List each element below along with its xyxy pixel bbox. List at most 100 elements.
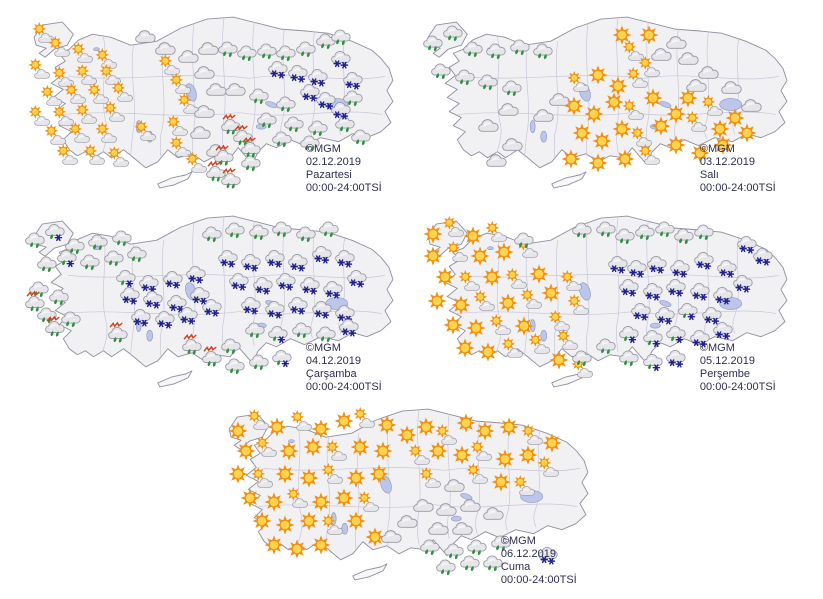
weather-icon-snow <box>345 264 368 287</box>
weather-icon-snow <box>751 242 774 265</box>
weather-icon-sun <box>665 134 688 157</box>
weather-icon-snow <box>161 266 184 289</box>
weather-icon-snow <box>665 274 688 297</box>
weather-icon-snow <box>263 244 286 267</box>
time-range-text: 00:00-24:00TSİ <box>500 574 577 587</box>
weather-icon-snow <box>645 250 668 273</box>
weather-icon-thunder <box>106 321 129 344</box>
weather-icon-snow <box>665 344 688 367</box>
weather-icon-rain <box>532 38 555 61</box>
weather-icon-sun <box>262 533 285 556</box>
weather-icon-sun <box>434 266 457 289</box>
weather-icon-sun-cloud <box>165 114 188 137</box>
weather-icon-rain <box>692 219 715 242</box>
weather-icon-snow <box>330 96 353 119</box>
weather-icon-cloud <box>665 28 688 51</box>
weather-icon-sun-cloud <box>47 36 70 59</box>
weather-icon-sun <box>422 244 445 267</box>
weather-icon-sun <box>297 510 320 533</box>
weather-icon-snow <box>310 241 333 264</box>
map-label: ©MGM 05.12.2019 Perşembe 00:00-24:00TSİ <box>700 342 776 394</box>
weather-icon-sun-cloud <box>513 475 536 498</box>
weather-icon-rain-snow <box>618 321 641 344</box>
date-text: 05.12.2019 <box>699 355 755 368</box>
weather-icon-sun <box>348 435 371 458</box>
weather-icon-snow <box>298 79 321 102</box>
weather-icon-cloud <box>193 96 216 119</box>
weather-icon-rain <box>430 57 453 80</box>
weather-icon-sun-cloud <box>445 241 468 264</box>
weather-icon-sun-cloud <box>246 408 269 431</box>
weather-icon-snow <box>185 260 208 283</box>
weather-icon-sun <box>286 537 309 560</box>
weather-icon-sun <box>309 533 332 556</box>
weather-icon-sun-cloud <box>71 42 94 65</box>
map-label: ©MGM 04.12.2019 Çarşamba 00:00-24:00TSİ <box>306 342 382 394</box>
weather-icon-snow <box>275 268 298 291</box>
day-text: Cuma <box>500 561 531 574</box>
weather-icon-sun <box>469 244 492 267</box>
weather-icon-thunder <box>44 315 67 338</box>
weather-icon-rain <box>243 317 266 340</box>
time-range-text: 00:00-24:00TSİ <box>305 381 382 394</box>
weather-icon-rain <box>271 126 294 149</box>
weather-icon-sun-cloud <box>325 439 348 462</box>
weather-icon-snow <box>216 244 239 267</box>
weather-icon-snow <box>153 305 176 328</box>
weather-icon-sun-cloud <box>637 55 660 78</box>
weather-icon-sun <box>587 151 610 174</box>
date-text: 02.12.2019 <box>305 156 361 169</box>
weather-icon-snow <box>200 293 223 316</box>
weather-icon-sun <box>677 87 700 110</box>
weather-icon-rain <box>508 34 531 57</box>
weather-icon-sun <box>540 432 563 455</box>
weather-icon-sun <box>274 463 297 486</box>
weather-icon-sun <box>426 290 449 313</box>
weather-icon-sun <box>496 291 519 314</box>
weather-icon-sun <box>278 439 301 462</box>
weather-icon-rain-snow <box>267 321 290 344</box>
weather-icon-cloud <box>485 145 508 168</box>
weather-icon-sun-cloud <box>466 463 489 486</box>
copyright-text: ©MGM <box>699 342 735 355</box>
date-text: 06.12.2019 <box>500 548 556 561</box>
weather-icon-snow <box>630 297 653 320</box>
date-text: 03.12.2019 <box>699 156 755 169</box>
weather-icon-sun <box>614 147 637 170</box>
weather-icon-sun-cloud <box>286 486 309 509</box>
weather-icon-sun-cloud <box>67 122 90 145</box>
weather-icon-cloud <box>477 110 500 133</box>
weather-icon-sun-cloud <box>419 467 442 490</box>
weather-icon-rain <box>79 248 102 271</box>
weather-icon-sun-cloud <box>470 439 493 462</box>
weather-icon-sun <box>227 463 250 486</box>
map-label: ©MGM 03.12.2019 Salı 00:00-24:00TSİ <box>700 143 776 195</box>
weather-icon-snow <box>118 282 141 305</box>
weather-icon-rain <box>224 352 247 375</box>
weather-icon-sun <box>477 340 500 363</box>
day-text: Salı <box>699 169 719 182</box>
weather-icon-rain <box>247 348 270 371</box>
forecast-map-panel-friday: ©MGM 06.12.2019 Cuma 00:00-24:00TSİ <box>203 396 595 592</box>
weather-icon-sun-cloud <box>521 424 544 447</box>
weather-icon-sun <box>559 147 582 170</box>
weather-icon-rain <box>330 24 353 47</box>
weather-icon-snow <box>177 301 200 324</box>
weather-icon-sun-cloud <box>356 490 379 513</box>
weather-icon-sun-cloud <box>622 98 645 121</box>
copyright-text: ©MGM <box>699 143 735 156</box>
weather-icon-rain-snow <box>55 244 78 267</box>
weather-icon-sun-cloud <box>473 290 496 313</box>
forecast-map-panel-wednesday: ©MGM 04.12.2019 Çarşamba 00:00-24:00TSİ <box>8 203 400 399</box>
weather-icon-sun-cloud <box>407 443 430 466</box>
weather-icon-sun-cloud <box>520 288 543 311</box>
weather-icon-thunder <box>200 344 223 367</box>
copyright-text: ©MGM <box>305 143 341 156</box>
weather-icon-sun-cloud <box>83 143 106 166</box>
copyright-text: ©MGM <box>500 535 536 548</box>
weather-icon-rain <box>247 83 270 106</box>
weather-icon-sun <box>239 486 262 509</box>
weather-icon-sun-cloud <box>321 463 344 486</box>
weather-icon-sun-cloud <box>637 143 660 166</box>
